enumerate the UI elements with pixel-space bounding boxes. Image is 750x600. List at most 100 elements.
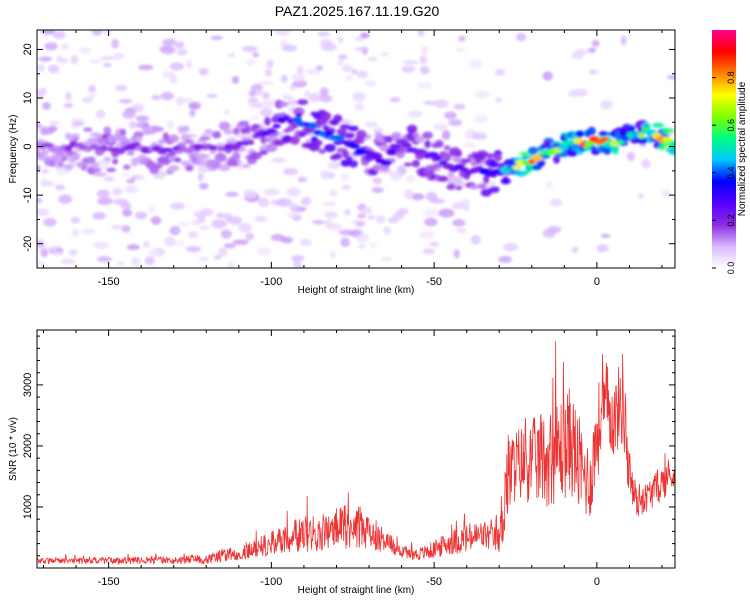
heatmap-cell [245,58,255,67]
heatmap-cell [198,256,209,262]
snr-panel: -150 -100 -50 0 1000 2000 3000 Height of stra… [8,329,676,596]
colorbar-scale [712,30,736,268]
heatmap-cell [598,131,609,137]
heatmap-cell [262,91,270,100]
heatmap-cell [395,151,405,159]
heatmap-cell [341,185,351,190]
heatmap-cell [176,222,191,227]
heatmap-cell [96,256,113,263]
heatmap-cell [118,98,133,104]
heatmap-cell [199,182,209,190]
snr-y-label: SNR (10 * v/v) [8,417,19,481]
heatmap-cell [434,99,449,109]
heatmap-cell [212,131,222,139]
heatmap-cell [200,208,213,214]
heatmap-cell [327,171,335,180]
heatmap-cell [134,211,147,220]
heatmap-cell [600,99,613,110]
heatmap-cell [371,153,380,160]
heatmap-cell [142,241,150,249]
heatmap-cell [393,211,404,221]
heatmap-cell [297,176,308,183]
heatmap-cell [177,48,188,56]
heatmap-cell [333,140,343,146]
heatmap-cell [458,35,466,42]
heatmap-cell [661,190,672,197]
heatmap-cell [488,161,500,168]
heatmap-cell [282,134,292,144]
chart-title: PAZ1.2025.167.11.19.G20 [275,3,440,19]
y-tick-label: 2000 [22,434,34,458]
heatmap-cell [414,135,425,143]
heatmap-cell [186,59,193,69]
heatmap-cell [616,140,625,145]
heatmap-cell [161,147,174,153]
heatmap-cell [474,114,488,124]
heatmap-cell [380,256,393,262]
heatmap-cell [337,36,344,43]
heatmap-cell [90,167,102,173]
heatmap-cell [462,142,476,148]
heatmap-cell [259,149,268,156]
heatmap-cell [404,189,414,200]
colorbar-ticks: 0.0 0.2 0.4 0.6 0.8 [712,71,736,274]
heatmap-cell [477,183,487,190]
heatmap-cell [103,126,112,135]
snr-series-line [37,341,675,566]
heatmap-cell [81,228,96,235]
heatmap-cell [214,153,227,162]
heatmap-cell [174,157,182,163]
heatmap-cell [435,139,444,148]
heatmap-cell [214,254,222,261]
heatmap-cell [472,132,487,140]
heatmap-cell [447,171,455,178]
x-tick-label: -100 [260,576,282,588]
heatmap-cell [502,176,510,184]
x-tick-label: 0 [594,576,600,588]
heatmap-cell [161,38,177,46]
heatmap-cell [320,170,330,180]
heatmap-cell [333,152,343,160]
heatmap-cell [354,102,365,111]
heatmap-cell [321,43,337,51]
heatmap-cell [391,143,401,149]
heatmap-cell [306,68,322,75]
heatmap-cell [231,75,240,84]
heatmap-cell [395,139,408,144]
heatmap-cell [38,56,53,62]
snr-y-axis: 1000 2000 3000 [22,335,675,557]
heatmap-cell [161,71,176,78]
heatmap-cell [42,102,51,110]
heatmap-cell [417,30,425,37]
heatmap-cell [170,202,185,210]
heatmap-cell [134,135,143,143]
heatmap-cell [169,75,178,84]
heatmap-cell [187,230,199,239]
heatmap-cell [102,30,113,36]
heatmap-cell [264,68,272,77]
heatmap-cell [355,221,365,227]
heatmap-cell [521,155,530,160]
heatmap-cell [37,88,44,99]
colorbar-tick-label: 0.8 [726,71,736,84]
heatmap-cell [340,172,349,181]
heatmap-cell [327,162,341,170]
heatmap-cell [641,159,651,169]
heatmap-cell [587,126,596,136]
heatmap-cell [324,143,336,153]
heatmap-cell [453,248,460,259]
heatmap-cell [92,212,106,220]
heatmap-cell [49,159,56,168]
heatmap-cell [119,128,127,137]
heatmap-cell [292,116,302,124]
heatmap-cell [333,114,343,123]
heatmap-cell [453,103,466,110]
heatmap-cell [455,185,463,191]
heatmap-cell [374,134,387,143]
heatmap-cell [324,130,333,136]
heatmap-cell [367,56,378,62]
heatmap-cell [43,217,57,227]
heatmap-cell [571,50,584,60]
heatmap-cell [302,196,312,206]
heatmap-cell [55,184,66,191]
